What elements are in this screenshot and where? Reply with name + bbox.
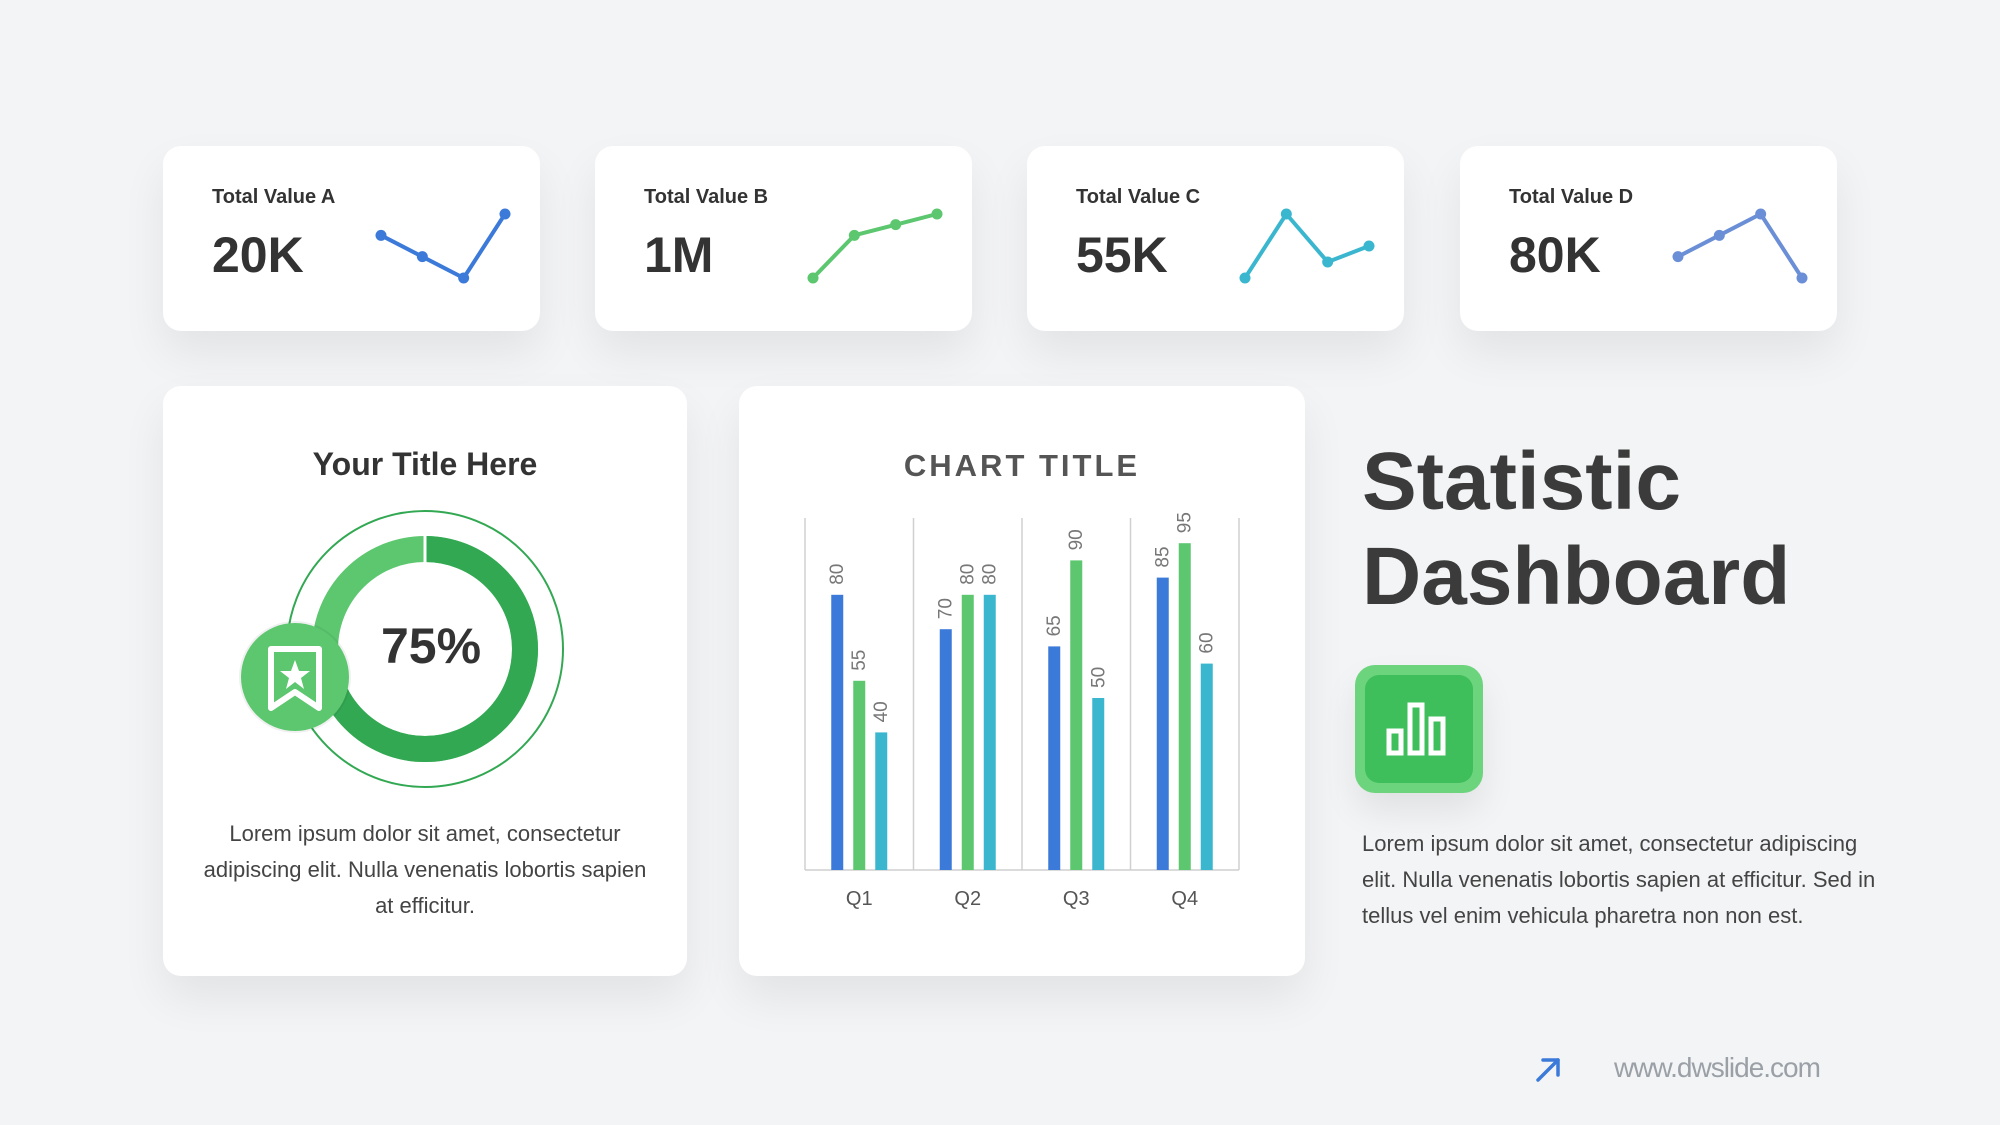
chart-x-tick-label: Q1: [846, 888, 873, 910]
page-title-line1: Statistic: [1362, 436, 1681, 527]
bar-chart-icon-tile: [1355, 665, 1483, 793]
chart-x-tick-label: Q4: [1171, 888, 1198, 910]
chart-x-tick-label: Q2: [954, 888, 981, 910]
chart-bar: [1070, 560, 1083, 870]
sparkline-point: [1322, 256, 1334, 268]
chart-card: CHART TITLE 80 55 40 Q1 70 80 80 Q2 65 90 50 Q3 85 95…: [739, 386, 1305, 976]
chart-bar: [1156, 577, 1169, 870]
chart-x-tick-label: Q3: [1063, 888, 1090, 910]
sparkline-point: [458, 272, 470, 284]
chart-bar: [1048, 646, 1061, 870]
sparkline-path: [811, 212, 939, 280]
kpi-value: 1M: [644, 227, 714, 283]
chart-bar: [983, 594, 996, 870]
bookmark-star-icon: [239, 621, 351, 733]
donut-description: Lorem ipsum dolor sit amet, consectetur …: [203, 821, 647, 918]
kpi-card-c: Total Value C 55K: [1027, 146, 1404, 331]
sparkline-point: [1713, 229, 1725, 241]
sparkline-path: [1676, 212, 1804, 280]
donut-title: Your Title Here: [312, 446, 538, 482]
kpi-label: Total Value D: [1509, 186, 1634, 208]
arrow-up-right-icon: [1536, 1058, 1560, 1082]
chart-data-label: 55: [849, 650, 870, 671]
chart-bar: [875, 732, 888, 870]
kpi-card-d: Total Value D 80K: [1460, 146, 1837, 331]
kpi-value: 80K: [1509, 227, 1601, 283]
sparkline-b: [807, 208, 943, 284]
right-description: Lorem ipsum dolor sit amet, consectetur …: [1362, 831, 1876, 928]
kpi-value: 20K: [212, 227, 304, 283]
sparkline-c: [1239, 208, 1375, 284]
chart-bar: [1092, 698, 1105, 870]
chart-data-label: 70: [936, 598, 957, 619]
sparkline-point: [890, 219, 902, 231]
sparkline-point: [1239, 272, 1251, 284]
chart-data-label: 80: [958, 564, 979, 585]
sparkline-point: [848, 229, 860, 241]
chart-title: CHART TITLE: [904, 448, 1140, 483]
chart-bar: [939, 629, 952, 870]
sparkline-point: [1280, 208, 1292, 220]
chart-bar: [1200, 663, 1213, 870]
kpi-value: 55K: [1076, 227, 1168, 283]
chart-data-label: 60: [1197, 632, 1218, 653]
page-title-line2: Dashboard: [1362, 531, 1791, 622]
chart-bar: [961, 594, 974, 870]
chart-data-label: 95: [1175, 512, 1196, 533]
bar-chart-icon: [1386, 702, 1446, 756]
kpi-card-a: Total Value A 20K: [163, 146, 540, 331]
chart-data-label: 65: [1044, 615, 1065, 636]
donut-value-label: 75%: [381, 618, 481, 674]
sparkline-point: [931, 208, 943, 220]
chart-data-label: 85: [1153, 546, 1174, 567]
chart-bar: [1178, 543, 1191, 870]
sparkline-a: [375, 208, 511, 284]
sparkline-path: [379, 212, 507, 280]
sparkline-point: [1672, 251, 1684, 263]
sparkline-point: [499, 208, 511, 220]
chart-data-label: 80: [827, 564, 848, 585]
footer-website[interactable]: www.dwslide.com: [1614, 1052, 1821, 1083]
sparkline-point: [416, 251, 428, 263]
donut-card: Your Title Here 75% Lorem ipsum dolor si…: [163, 386, 687, 976]
sparkline-point: [1796, 272, 1808, 284]
chart-data-label: 80: [980, 564, 1001, 585]
chart-data-label: 50: [1088, 667, 1109, 688]
kpi-label: Total Value A: [212, 186, 336, 208]
kpi-card-b: Total Value B 1M: [595, 146, 972, 331]
chart-data-label: 90: [1066, 529, 1087, 550]
sparkline-point: [1363, 240, 1375, 252]
sparkline-point: [375, 229, 387, 241]
sparkline-point: [807, 272, 819, 284]
donut-chart: 75%: [239, 510, 564, 788]
sparkline-path: [1243, 212, 1371, 280]
kpi-label: Total Value B: [644, 186, 769, 208]
chart-bar: [853, 680, 866, 870]
chart-bar: [831, 594, 844, 870]
sparkline-d: [1672, 208, 1808, 284]
sparkline-point: [1755, 208, 1767, 220]
chart-data-label: 40: [871, 701, 892, 722]
kpi-label: Total Value C: [1076, 186, 1201, 208]
